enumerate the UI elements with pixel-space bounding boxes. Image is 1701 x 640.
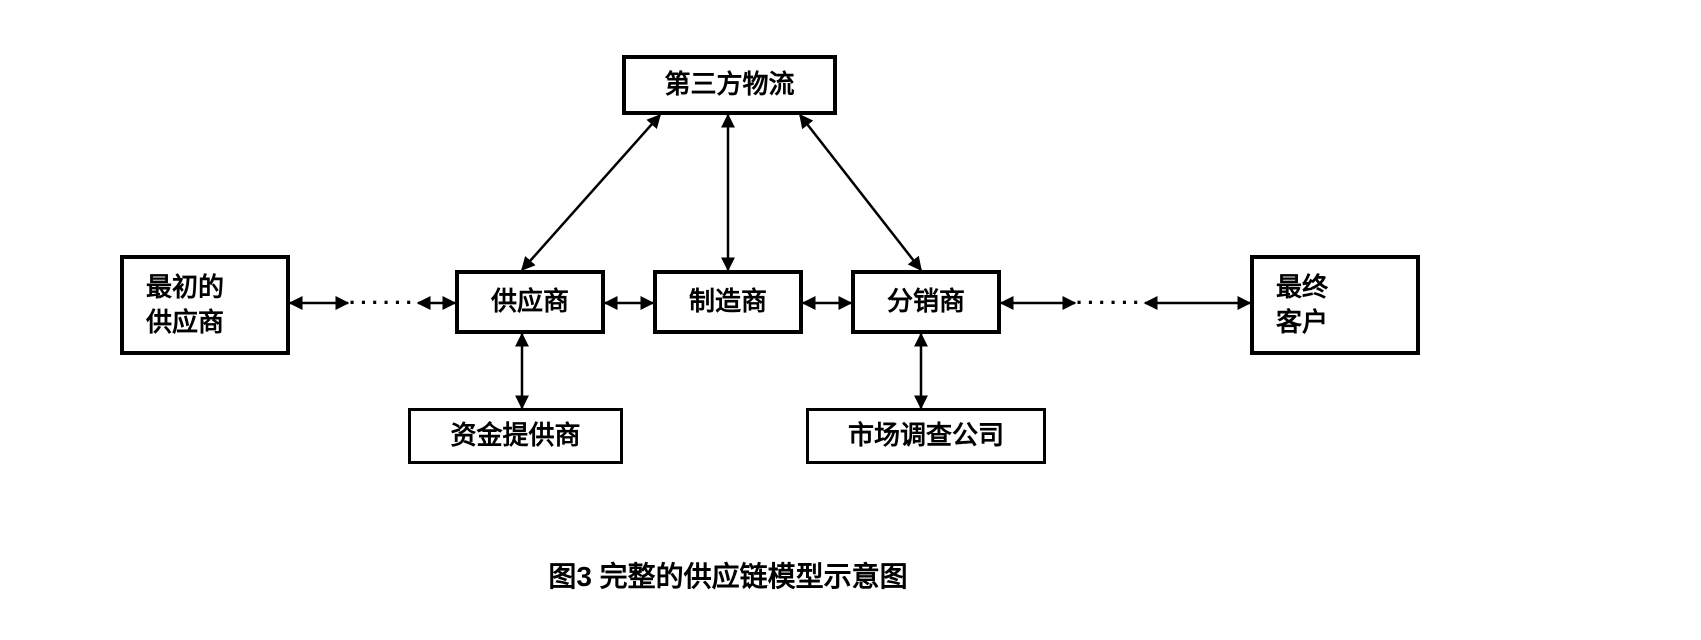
node-label: 最终客户 (1276, 270, 1328, 340)
node-supplier: 供应商 (455, 270, 605, 334)
node-label: 分销商 (887, 284, 965, 319)
node-label: 最初的供应商 (146, 270, 224, 340)
node-distributor: 分销商 (851, 270, 1001, 334)
node-market-research: 市场调查公司 (806, 408, 1046, 464)
figure-caption: 图3 完整的供应链模型示意图 (548, 555, 907, 595)
node-fund-provider: 资金提供商 (408, 408, 623, 464)
diagram-canvas: 最初的供应商 供应商 制造商 分销商 第三方物流 资金提供商 市场调查公司 最终… (0, 0, 1701, 640)
node-label: 资金提供商 (450, 418, 580, 453)
node-final-customer: 最终客户 (1250, 255, 1420, 355)
node-label: 市场调查公司 (848, 418, 1004, 453)
node-label: 第三方物流 (664, 67, 794, 102)
ellipsis-left: ······ (349, 290, 417, 316)
node-label: 制造商 (689, 284, 767, 319)
node-third-party-logistics: 第三方物流 (622, 55, 837, 115)
node-initial-supplier: 最初的供应商 (120, 255, 290, 355)
node-label: 供应商 (491, 284, 569, 319)
ellipsis-right: ······ (1076, 290, 1144, 316)
node-manufacturer: 制造商 (653, 270, 803, 334)
